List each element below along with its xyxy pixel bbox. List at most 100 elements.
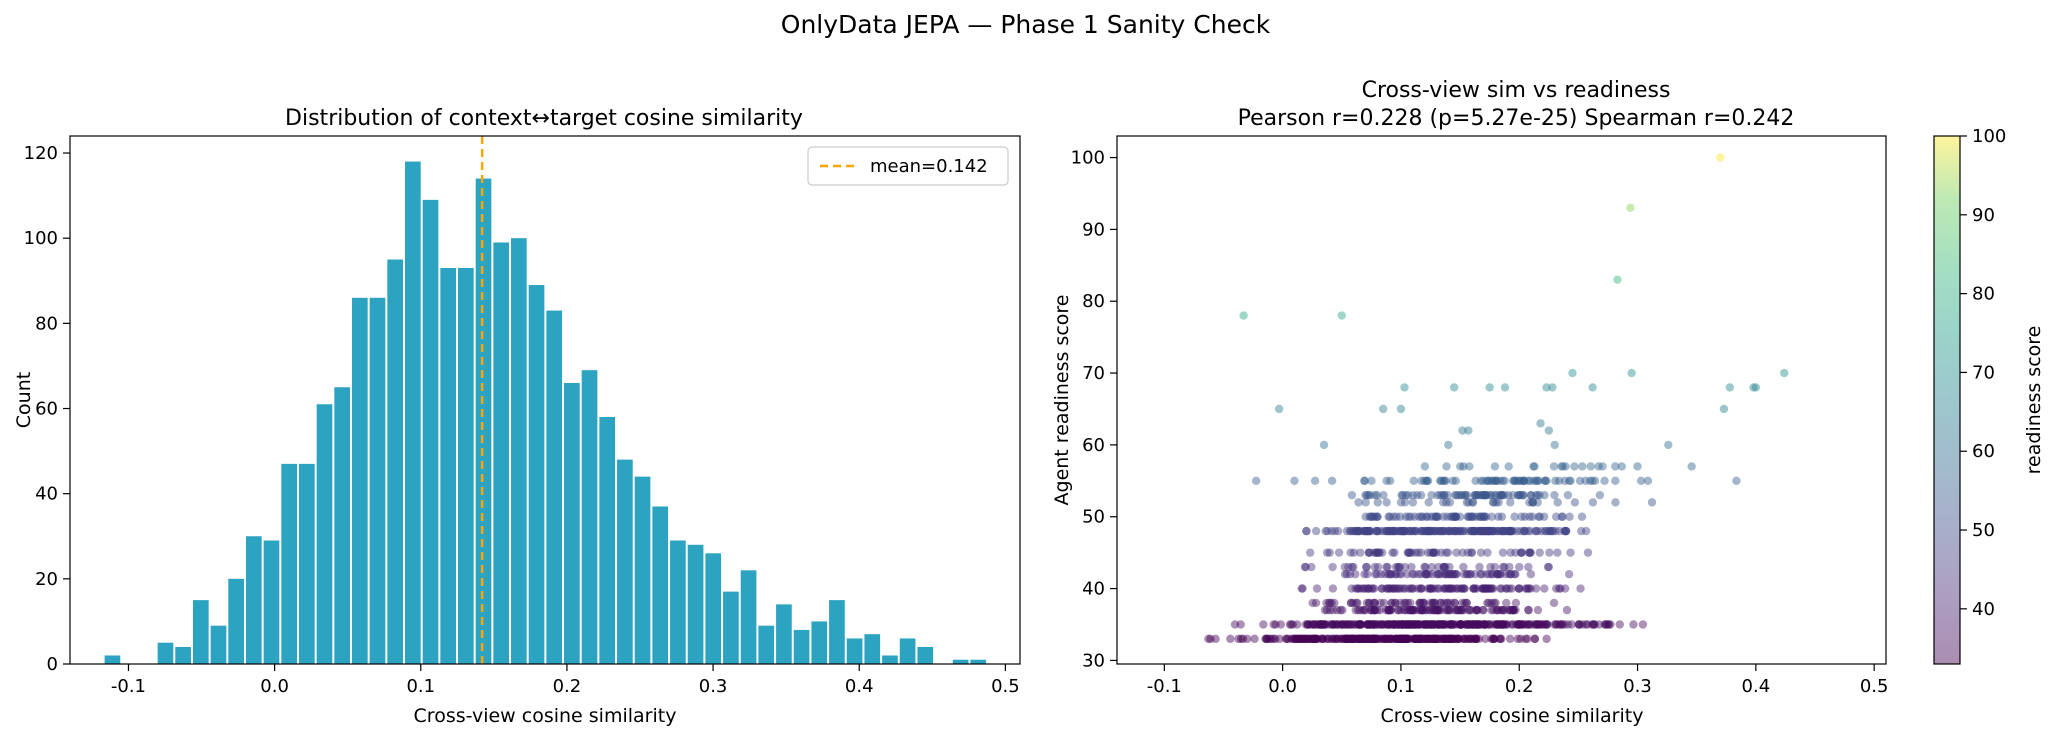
scatter-point [1479, 620, 1489, 629]
scatter-point [1439, 634, 1448, 644]
scatter-point [1336, 634, 1346, 644]
scatter-point [1508, 620, 1518, 629]
scatter-point [1367, 512, 1377, 521]
scatter-point [1466, 634, 1475, 644]
scatter-point [1533, 620, 1542, 629]
scatter-point [1459, 634, 1469, 644]
scatter-point [1325, 620, 1334, 629]
scatter-point [1557, 620, 1566, 629]
scatter-points [1204, 153, 1789, 644]
scatter-point [1473, 620, 1483, 629]
scatter-point [1531, 490, 1541, 500]
scatter-point [1472, 526, 1481, 536]
scatter-point [1429, 620, 1439, 629]
scatter-point [1354, 634, 1364, 644]
scatter-point [1545, 526, 1554, 536]
scatter-point [1368, 634, 1377, 644]
scatter-point [1477, 620, 1486, 629]
scatter-point [1548, 383, 1557, 392]
scatter-point [1407, 548, 1416, 557]
scatter-point [1554, 620, 1564, 629]
scatter-point [1365, 490, 1375, 500]
y-tick-label: 120 [24, 143, 58, 164]
scatter-point [1406, 512, 1415, 521]
scatter-point [1464, 605, 1473, 615]
scatter-point [1395, 562, 1405, 572]
scatter-point [1262, 634, 1271, 644]
scatter-point [1448, 620, 1458, 629]
scatter-point [1361, 490, 1370, 500]
scatter-point [1492, 476, 1501, 486]
scatter-point [1551, 620, 1561, 629]
scatter-point [1387, 598, 1397, 608]
scatter-point [1303, 620, 1312, 629]
scatter-point [1333, 620, 1343, 629]
scatter-point [1562, 526, 1571, 536]
scatter-point [1398, 620, 1407, 629]
scatter-point [1497, 512, 1507, 521]
scatter-point [1460, 490, 1470, 500]
scatter-point [1342, 570, 1352, 579]
scatter-point [1390, 570, 1400, 579]
scatter-point [1405, 548, 1415, 557]
scatter-point [1356, 634, 1365, 644]
scatter-point [1362, 562, 1371, 572]
scatter-point [1590, 476, 1600, 486]
scatter-point [1524, 548, 1534, 557]
scatter-point [1570, 462, 1579, 471]
scatter-point [1536, 620, 1545, 629]
scatter-point [1451, 526, 1460, 536]
scatter-point [1457, 605, 1466, 615]
scatter-point [1479, 620, 1488, 629]
scatter-point [1351, 526, 1360, 536]
scatter-point [1451, 512, 1461, 521]
scatter-point [1373, 620, 1382, 629]
scatter-point [1394, 620, 1404, 629]
scatter-point [1369, 512, 1379, 521]
scatter-point [1598, 462, 1607, 471]
scatter-point [1320, 620, 1329, 629]
scatter-point [1575, 620, 1584, 629]
scatter-point [1403, 634, 1412, 644]
scatter-point [1328, 605, 1338, 615]
scatter-point [1525, 498, 1534, 507]
scatter-point [1460, 634, 1469, 644]
scatter-point [1471, 620, 1481, 629]
y-tick-label: 40 [35, 484, 58, 505]
scatter-point [1409, 476, 1418, 486]
scatter-point [1437, 620, 1446, 629]
scatter-point [1365, 526, 1375, 536]
scatter-point [1511, 570, 1520, 579]
scatter-point [1472, 634, 1481, 644]
scatter-point [1424, 634, 1433, 644]
scatter-point [1535, 490, 1544, 500]
scatter-point [1524, 605, 1533, 615]
scatter-point [1463, 548, 1473, 557]
scatter-point [1319, 620, 1329, 629]
scatter-point [1485, 620, 1494, 629]
scatter-point [1457, 605, 1466, 615]
scatter-point [1427, 562, 1437, 572]
scatter-point [1368, 512, 1377, 521]
scatter-point [1435, 620, 1444, 629]
colorbar-tick-label: 50 [1972, 520, 1995, 541]
scatter-point [1536, 620, 1545, 629]
scatter-point [1462, 498, 1472, 507]
scatter-point [1411, 634, 1421, 644]
scatter-point [1386, 605, 1396, 615]
scatter-point [1489, 584, 1498, 593]
scatter-point [1436, 598, 1446, 608]
scatter-point [1429, 634, 1438, 644]
scatter-point [1288, 620, 1298, 629]
scatter-point [1462, 490, 1472, 500]
scatter-point [1379, 598, 1389, 608]
scatter-point [1482, 584, 1492, 593]
scatter-point [1588, 476, 1597, 486]
scatter-point [1318, 634, 1328, 644]
scatter-point [1332, 620, 1341, 629]
scatter-point [1449, 634, 1458, 644]
scatter-point [1498, 620, 1507, 629]
scatter-point [1441, 620, 1450, 629]
scatter-point [1475, 620, 1485, 629]
scatter-point [1426, 634, 1436, 644]
